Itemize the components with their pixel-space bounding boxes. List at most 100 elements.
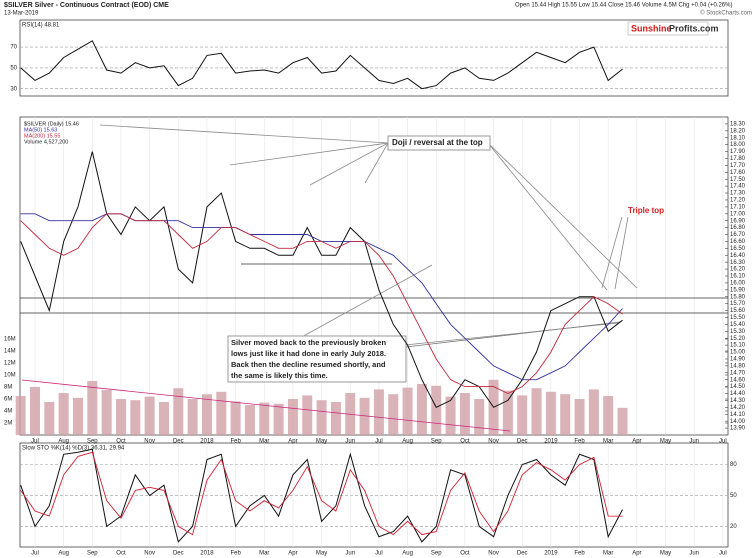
volume-bar [130,400,141,435]
y-tick-label: 15.50 [730,315,746,321]
y-tick-label: 16.00 [730,280,746,286]
y-tick-label: 14M [4,349,16,355]
y-tick-label: 16.20 [730,267,746,273]
x-tick-label: Feb [574,551,585,557]
volume-bar [144,396,155,435]
y-tick-label: 14.90 [730,357,746,363]
legend-entry: Volume 4,527,200 [24,139,68,145]
x-tick-label: Oct [116,439,126,445]
x-tick-label: Aug [402,439,413,445]
y-tick-label: 14.00 [730,419,746,425]
legend-entry: $SILVER (Daily) 15.46 [24,121,79,127]
y-tick-label: 15.40 [730,322,746,328]
y-tick-label: 15.80 [730,294,746,300]
y-tick-label: 14.50 [730,384,746,390]
y-tick-label: 17.00 [730,211,746,217]
volume-bar [115,399,126,435]
x-tick-label: May [660,439,671,445]
volume-bar [545,391,556,435]
volume-bar [560,394,571,435]
volume-bar [431,385,442,435]
logo-box [627,21,709,36]
volume-bar [445,396,456,435]
y-tick-label: 14.40 [730,391,746,397]
y-tick-label: 18.30 [730,121,746,127]
volume-bar [330,402,341,435]
leader [99,124,389,144]
y-tick-label: 14.70 [730,370,746,376]
title: $SILVER Silver - Continuous Contract (EO… [4,2,169,9]
y-tick-label: 17.10 [730,204,746,210]
x-tick-label: Oct [460,439,470,445]
x-tick-label: Jul [31,439,39,445]
y-tick-label: 15.20 [730,336,746,342]
annotation: Doji / reversal at the top [392,138,483,147]
x-tick-label: Mar [259,439,269,445]
x-tick-label: Sep [87,551,98,557]
series-line [20,448,623,543]
x-tick-label: May [316,439,327,445]
y-tick-label: 80 [730,462,737,468]
volume-bar [588,389,599,435]
volume-bar [101,390,112,435]
y-tick-label: 14.20 [730,405,746,411]
legend-entry: MA(200) 15.55 [24,133,60,139]
x-tick-label: Oct [116,551,126,557]
x-tick-label: 2019 [544,439,558,445]
x-tick-label: Jul [719,551,727,557]
annotation: lows just like it had done in early July… [231,349,386,358]
trend-line [21,379,511,432]
y-tick-label: 16M [4,337,16,343]
y-tick-label: 17.30 [730,191,746,197]
panel-title: RSI(14) 48.81 [22,23,60,29]
y-tick-label: 30 [10,86,17,92]
volume-bar [259,402,270,435]
x-tick-label: Oct [460,551,470,557]
x-tick-label: Dec [517,439,528,445]
y-tick-label: 16.50 [730,246,746,252]
leader [487,142,608,291]
volume-bar [574,399,585,435]
leader [601,216,623,289]
x-tick-label: Dec [517,551,528,557]
x-tick-label: Jun [689,439,699,445]
y-tick-label: 50 [10,65,17,71]
x-tick-label: Jul [375,439,383,445]
sto-frame [19,442,729,548]
volume-bar [44,402,55,435]
y-tick-label: 14.30 [730,398,746,404]
volume-bar [459,393,470,435]
x-tick-label: Aug [58,551,69,557]
x-tick-label: Feb [230,439,241,445]
x-tick-label: Apr [288,551,297,557]
x-tick-label: 2018 [200,439,214,445]
x-tick-label: Apr [632,551,641,557]
x-tick-label: Mar [603,439,613,445]
x-tick-label: Jun [345,551,355,557]
leader [229,142,389,166]
volume-bar [216,391,227,435]
x-tick-label: Sep [87,439,98,445]
x-tick-label: Nov [488,439,499,445]
y-tick-label: 15.60 [730,308,746,314]
annotation: Triple top [628,206,664,215]
y-tick-label: 17.40 [730,184,746,190]
logo-part: Profits.com [669,23,719,33]
series-line [20,213,623,394]
y-tick-label: 16.80 [730,225,746,231]
volume-bar [58,393,69,435]
y-tick-label: 16.30 [730,260,746,266]
y-tick-label: 12M [4,361,16,367]
y-tick-label: 17.70 [730,163,746,169]
y-tick-label: 15.30 [730,329,746,335]
volume-bar [72,397,83,435]
x-tick-label: Sep [431,439,442,445]
annotation-layer: Doji / reversal at the top Triple top Si… [20,124,728,432]
x-tick-label: Feb [574,439,585,445]
x-tick-label: Jul [375,551,383,557]
x-tick-label: Dec [173,439,184,445]
y-tick-label: 16.70 [730,232,746,238]
annotation-box [227,335,407,383]
y-tick-label: 14.60 [730,377,746,383]
leader [487,142,638,289]
